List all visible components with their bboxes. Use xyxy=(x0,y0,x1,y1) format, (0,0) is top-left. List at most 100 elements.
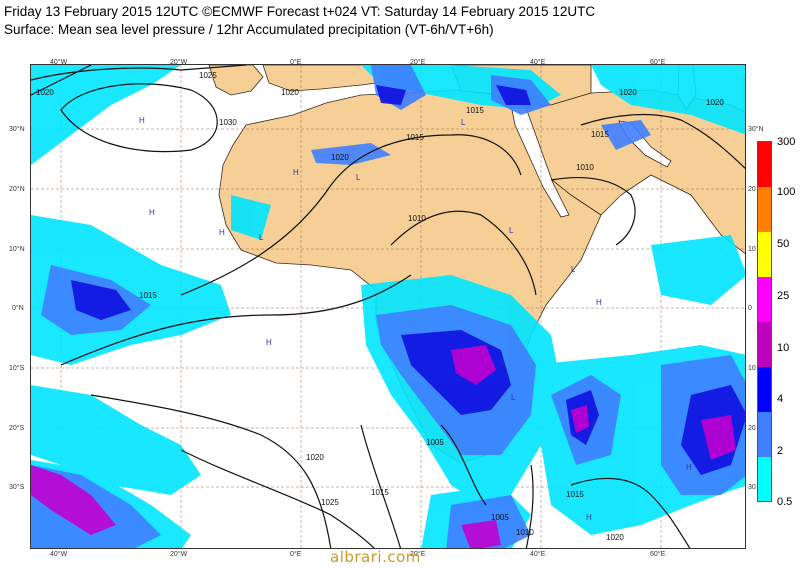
high-marker: H xyxy=(686,463,692,472)
isobar-label-1025-north: 1025 xyxy=(199,71,217,80)
isobar-1025-south xyxy=(180,449,375,548)
lon-label-top-40w: 40°W xyxy=(50,59,68,66)
low-marker: L xyxy=(509,226,514,235)
lon-label-bottom-40e: 40°E xyxy=(530,551,546,558)
lon-label-top-0e: 0°E xyxy=(290,59,302,66)
lat-label-right-30n: 30°N xyxy=(748,126,764,133)
legend-swatch-50-100 xyxy=(758,187,771,232)
isobar-1015-itcz xyxy=(60,274,412,366)
lat-label-left-20n: 20°N xyxy=(9,186,25,193)
isobar-label-1020-north: 1020 xyxy=(281,88,299,97)
legend-swatch-100-300 xyxy=(758,142,771,187)
lat-label-right-10: 10 xyxy=(748,246,756,253)
isobar-label-1005-africa: 1005 xyxy=(426,438,444,447)
isobar-label-1005-south: 1005 xyxy=(491,513,509,522)
legend-swatch-10-25 xyxy=(758,277,771,322)
high-marker: H xyxy=(266,338,272,347)
precip-very-heavy-congo xyxy=(451,345,496,385)
isobar-label-1015-sahara: 1015 xyxy=(406,133,424,142)
lon-label-bottom-20w: 20°W xyxy=(170,551,188,558)
precip-light-east-indian xyxy=(651,235,745,305)
isobar-1025-north xyxy=(31,65,247,81)
legend-swatch-below-2 xyxy=(758,457,771,501)
isobar-label-1020-east: 1020 xyxy=(706,98,724,107)
low-marker: L xyxy=(461,118,466,127)
lon-label-bottom-60e: 60°E xyxy=(650,551,666,558)
legend-swatch-2-4 xyxy=(758,367,771,412)
precip-very-heavy-madagascar xyxy=(571,405,589,433)
legend-swatch-25-50 xyxy=(758,232,771,277)
high-marker: H xyxy=(586,513,592,522)
precip-light-north-atlantic xyxy=(31,65,181,165)
isobars xyxy=(31,65,745,548)
legend-label-50: 50 xyxy=(777,238,790,250)
isobar-label-1015-itcz: 1015 xyxy=(139,291,157,300)
isobar-label-1020-south-atlantic: 1020 xyxy=(306,453,324,462)
lon-label-top-60e: 60°E xyxy=(650,59,666,66)
map-title-line-2: Surface: Mean sea level pressure / 12hr … xyxy=(4,22,494,37)
red-sea xyxy=(510,104,570,218)
precip-very-heavy-southwest xyxy=(31,465,116,535)
legend-label-10: 10 xyxy=(777,342,790,354)
isobar-1020-south-atlantic xyxy=(90,394,332,548)
lon-label-bottom-20e: 20°E xyxy=(410,551,426,558)
lat-label-right-10s: 10 xyxy=(748,365,756,372)
isobar-1015-indian xyxy=(570,477,691,548)
precip-very-heavy-cape xyxy=(461,520,501,548)
isobar-label-1025-south: 1025 xyxy=(321,498,339,507)
lat-label-right-20s: 20 xyxy=(748,425,756,432)
lat-label-right-20: 20 xyxy=(748,186,756,193)
isobar-1015-sahara xyxy=(180,134,522,296)
precip-light-west-coast xyxy=(231,195,271,240)
isobar-1005-south-africa xyxy=(440,424,487,506)
low-marker: L xyxy=(259,233,264,242)
isobar-value-labels: 1030 1025 1020 1020 1015 1015 1010 1015 … xyxy=(36,71,724,542)
precip-heavy-med xyxy=(376,85,406,105)
lat-label-right-30s: 30 xyxy=(748,484,756,491)
lon-label-top-20w: 20°W xyxy=(170,59,188,66)
lat-label-left-0n: 0°N xyxy=(12,305,24,312)
isobar-label-1020-indian: 1020 xyxy=(606,533,624,542)
isobar-1030 xyxy=(60,83,218,153)
low-marker: L xyxy=(571,265,576,274)
high-marker: H xyxy=(139,116,145,125)
lon-label-top-40e: 40°E xyxy=(530,59,546,66)
watermark: albrari.com xyxy=(330,548,421,566)
isobar-label-1010-africa: 1010 xyxy=(408,214,426,223)
isobar-1015-mideast xyxy=(580,113,745,169)
lon-label-bottom-0e: 0°E xyxy=(290,551,302,558)
precip-very-heavy-indian xyxy=(701,415,736,460)
forecast-map-svg: 1030 1025 1020 1020 1015 1015 1010 1015 … xyxy=(31,65,745,548)
lat-label-right-0: 0 xyxy=(748,305,752,312)
low-marker: L xyxy=(501,358,506,367)
pressure-markers: H H H H H H H H L L L L L L L xyxy=(139,116,692,522)
high-marker: H xyxy=(219,228,225,237)
isobar-1020-north xyxy=(31,65,92,96)
legend-label-4: 4 xyxy=(777,393,784,405)
precip-moderate-sahara-streak xyxy=(311,143,391,165)
legend-swatch-4-10 xyxy=(758,322,771,367)
isobar-label-1020-sahara: 1020 xyxy=(331,153,349,162)
lat-label-left-30n: 30°N xyxy=(9,126,25,133)
isobar-label-1010-arabia: 1010 xyxy=(576,163,594,172)
low-marker: L xyxy=(511,393,516,402)
isobar-label-1015-south-africa: 1015 xyxy=(371,488,389,497)
isobar-label-1015-indian: 1015 xyxy=(566,490,584,499)
high-marker: H xyxy=(149,208,155,217)
isobar-1010-africa xyxy=(390,210,537,296)
isobar-1010-madagascar xyxy=(525,464,534,548)
isobar-label-1020-mideast: 1020 xyxy=(619,88,637,97)
isobar-label-1020-west: 1020 xyxy=(36,88,54,97)
precip-heavy-turkey xyxy=(496,85,531,105)
lon-label-top-20e: 20°E xyxy=(410,59,426,66)
isobar-label-1015-turkey: 1015 xyxy=(466,106,484,115)
low-marker: L xyxy=(356,173,361,182)
precip-very-heavy xyxy=(31,345,736,548)
lon-label-bottom-40w: 40°W xyxy=(50,551,68,558)
land-iberia xyxy=(208,65,264,96)
precip-moderate-persia xyxy=(601,120,651,150)
precip-light-persia xyxy=(591,65,745,135)
isobar-1010-arabia xyxy=(550,177,636,246)
map-title-line-1: Friday 13 February 2015 12UTC ©ECMWF For… xyxy=(4,4,596,19)
high-marker: H xyxy=(293,168,299,177)
